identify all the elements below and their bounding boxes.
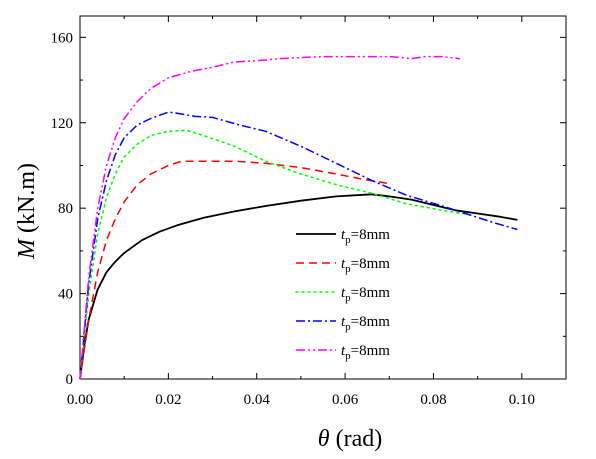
- series-line-3: [79, 129, 470, 380]
- legend-symbol: t: [341, 285, 346, 301]
- y-tick-label: 0: [66, 372, 74, 388]
- legend-label-5: tp=8mm: [341, 343, 390, 362]
- legend-value: =8mm: [351, 343, 391, 359]
- legend-symbol: t: [341, 256, 346, 272]
- legend-subscript: p: [345, 234, 351, 246]
- y-tick-label: 40: [58, 287, 73, 303]
- axes: 0.00 0.02 0.04 0.06 0.08 0.10 0 40 80 120 160: [51, 15, 567, 408]
- legend-subscript: p: [345, 321, 351, 333]
- x-tick-label: 0.02: [155, 392, 181, 408]
- x-tick-label: 0.06: [332, 392, 359, 408]
- x-tick-label: 0.08: [420, 392, 446, 408]
- x-tick-label: 0.00: [67, 392, 93, 408]
- legend-symbol: t: [341, 227, 346, 243]
- legend-label-4: tp=8mm: [341, 314, 390, 333]
- legend-subscript: p: [345, 350, 351, 362]
- legend-label-2: tp=8mm: [341, 256, 390, 275]
- series-line-5: [79, 55, 461, 380]
- legend-value: =8mm: [351, 314, 391, 330]
- legend-label-3: tp=8mm: [341, 285, 390, 304]
- legend-symbol: t: [341, 314, 346, 330]
- legend-value: =8mm: [351, 256, 391, 272]
- y-tick-label: 160: [51, 30, 74, 46]
- x-axis-symbol: θ: [318, 426, 330, 452]
- legend-label-1: tp=8mm: [341, 227, 390, 246]
- series-lines: [79, 55, 518, 380]
- legend-value: =8mm: [351, 227, 391, 243]
- legend-subscript: p: [345, 263, 351, 275]
- series-line-2: [79, 160, 390, 380]
- x-axis-unit: (rad): [330, 426, 383, 452]
- y-axis-title: M (kN.m): [14, 163, 40, 260]
- x-tick-label: 0.04: [244, 392, 271, 408]
- y-tick-label: 80: [58, 201, 73, 217]
- y-axis-symbol: M: [14, 237, 40, 260]
- legend-symbol: t: [341, 343, 346, 359]
- y-tick-label: 120: [51, 116, 74, 132]
- plot-frame: [79, 15, 567, 380]
- y-axis-unit: (kN.m): [14, 163, 40, 239]
- legend-subscript: p: [345, 292, 351, 304]
- legend-value: =8mm: [351, 285, 391, 301]
- series-line-1: [79, 193, 518, 380]
- x-tick-label: 0.10: [509, 392, 535, 408]
- series-line-4: [79, 111, 518, 380]
- x-axis-title: θ (rad): [318, 426, 382, 452]
